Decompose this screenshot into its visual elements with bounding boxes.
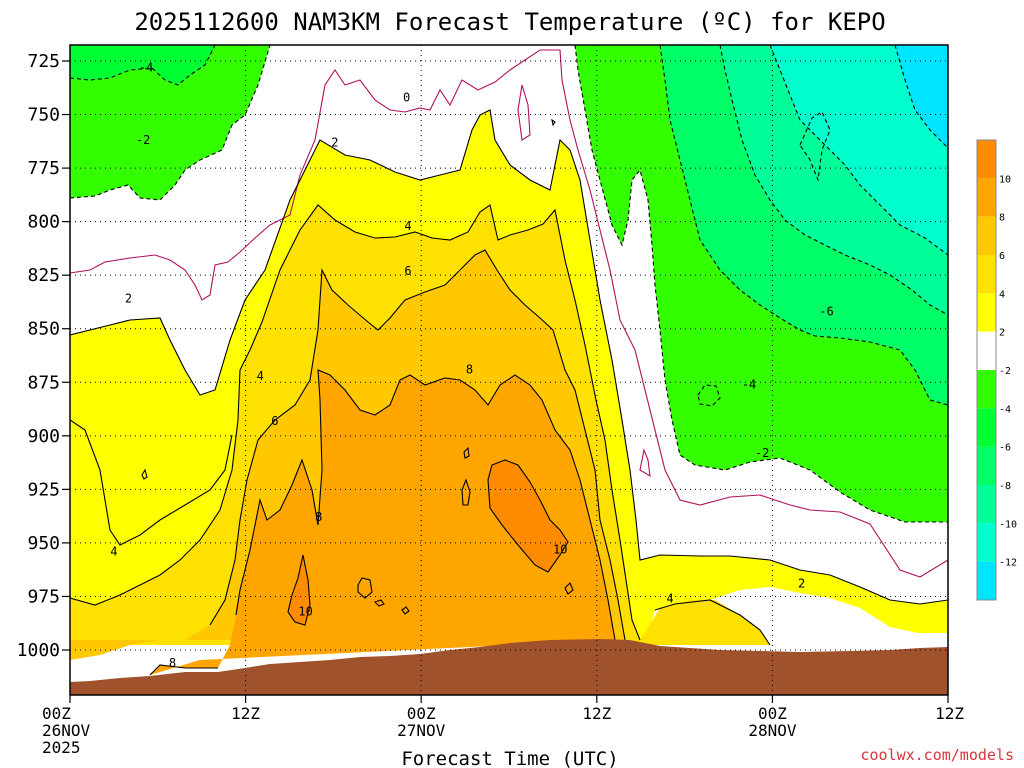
x-tick-label: 00Z bbox=[758, 704, 787, 723]
contour-label: 8 bbox=[466, 362, 473, 376]
y-tick-label: 775 bbox=[27, 158, 60, 179]
x-tick-label: 00Z bbox=[407, 704, 436, 723]
y-tick-label: 1000 bbox=[17, 640, 60, 661]
contour-label: 6 bbox=[404, 264, 411, 278]
colorbar-swatch bbox=[977, 485, 996, 524]
contour-label: 4 bbox=[110, 544, 117, 558]
plot-area: -4 -2 0 2 2 4 6 4 6 8 8 10 10 8 4 -2 -4 -6 4 2 bbox=[70, 45, 948, 695]
colorbar-tick-label: 10 bbox=[999, 174, 1011, 185]
colorbar-swatch bbox=[977, 561, 996, 600]
region-10-plus-b bbox=[288, 555, 310, 625]
colorbar-swatch bbox=[977, 255, 996, 294]
x-axis-label: Forecast Time (UTC) bbox=[401, 748, 618, 768]
x-tick-label: 28NOV bbox=[748, 721, 797, 740]
colorbar-swatch bbox=[977, 331, 996, 370]
colorbar-tick-label: 6 bbox=[999, 251, 1005, 262]
colorbar-tick-label: -12 bbox=[999, 558, 1017, 569]
y-tick-label: 725 bbox=[27, 51, 60, 72]
colorbar-swatch bbox=[977, 408, 996, 447]
region-minus2-to-minus4-west bbox=[70, 45, 270, 200]
colorbar-frame bbox=[976, 139, 997, 601]
x-tick-label: 12Z bbox=[231, 704, 260, 723]
colorbar-tick-label: 2 bbox=[999, 328, 1005, 339]
y-tick-label: 800 bbox=[27, 212, 60, 233]
y-tick-label: 925 bbox=[27, 479, 60, 500]
region-minus12-east bbox=[895, 45, 948, 148]
colorbar-swatch bbox=[977, 293, 996, 332]
terrain-surface bbox=[70, 639, 948, 695]
contour-lines bbox=[70, 45, 948, 676]
colorbar-swatch bbox=[977, 446, 996, 485]
gridlines bbox=[70, 45, 948, 695]
x-tick-label: 12Z bbox=[935, 704, 964, 723]
colorbar-swatch bbox=[977, 178, 996, 217]
contour-label: -4 bbox=[139, 60, 153, 74]
contour-label: 4 bbox=[666, 592, 673, 606]
contour-label: 2 bbox=[798, 577, 805, 591]
y-tick-label: 950 bbox=[27, 533, 60, 554]
credit-text: coolwx.com/models bbox=[860, 746, 1014, 764]
contour-label: 10 bbox=[553, 542, 567, 556]
colorbar: 10 8 6 4 2 -2 -4 -6 -8 -10 -12 bbox=[976, 139, 1017, 601]
contour-label: 4 bbox=[257, 369, 264, 383]
x-tick-label: 26NOV bbox=[42, 721, 91, 740]
colorbar-tick-label: -8 bbox=[999, 481, 1011, 492]
colorbar-tick-label: -2 bbox=[999, 366, 1011, 377]
contour-label: -6 bbox=[819, 305, 833, 319]
x-tick-label: 2025 bbox=[42, 738, 81, 757]
contour-label: 6 bbox=[271, 414, 278, 428]
contour-labels: -4 -2 0 2 2 4 6 4 6 8 8 10 10 8 4 -2 -4 -6 4 2 bbox=[110, 60, 833, 670]
colorbar-swatch bbox=[977, 216, 996, 255]
contour-label: 0 bbox=[403, 90, 410, 104]
colorbar-swatch bbox=[977, 370, 996, 409]
colorbar-tick-label: -4 bbox=[999, 404, 1011, 415]
y-tick-label: 975 bbox=[27, 586, 60, 607]
y-tick-label: 750 bbox=[27, 105, 60, 126]
colorbar-tick-label: 4 bbox=[999, 289, 1005, 300]
contour-label: 2 bbox=[125, 292, 132, 306]
contour-label: 8 bbox=[169, 656, 176, 670]
region-minus10-east bbox=[770, 45, 948, 255]
chart-title: 2025112600 NAM3KM Forecast Temperature (… bbox=[134, 8, 885, 36]
contour-label: -2 bbox=[755, 446, 769, 460]
region-10-plus-a bbox=[488, 460, 568, 572]
region-minus4-to-minus6-west bbox=[70, 45, 215, 85]
y-tick-label: 850 bbox=[27, 319, 60, 340]
contour-label: 8 bbox=[315, 510, 322, 524]
y-tick-label: 900 bbox=[27, 426, 60, 447]
y-tick-label: 875 bbox=[27, 372, 60, 393]
plot-frame bbox=[69, 44, 949, 696]
colorbar-swatch bbox=[977, 523, 996, 562]
contour-label: 2 bbox=[331, 135, 338, 149]
x-tick-label: 12Z bbox=[582, 704, 611, 723]
colorbar-tick-label: -6 bbox=[999, 443, 1011, 454]
x-tick-label: 00Z bbox=[42, 704, 71, 723]
contour-label: -4 bbox=[742, 377, 756, 391]
colorbar-swatch bbox=[977, 140, 996, 179]
colorbar-tick-label: 8 bbox=[999, 213, 1005, 224]
contour-label: 4 bbox=[404, 219, 411, 233]
y-axis: 725 750 775 800 825 850 875 900 925 950 975 1000 bbox=[17, 51, 70, 661]
region-8-to-10 bbox=[150, 370, 615, 675]
contour-label: 10 bbox=[298, 604, 312, 618]
contour-label: -2 bbox=[136, 133, 150, 147]
colorbar-tick-label: -10 bbox=[999, 519, 1017, 530]
x-tick-label: 27NOV bbox=[397, 721, 446, 740]
y-tick-label: 825 bbox=[27, 265, 60, 286]
